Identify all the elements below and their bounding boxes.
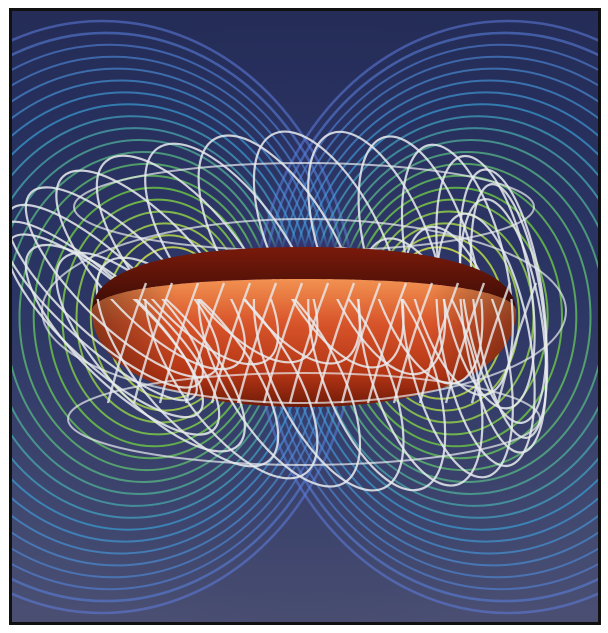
coil-winding: [55, 299, 246, 371]
torus-stripe: [392, 282, 434, 404]
coil-winding: [24, 299, 221, 436]
coil-winding: [400, 299, 514, 397]
torus-stripe: [444, 282, 486, 404]
coil-winding: [95, 299, 280, 468]
coil-winding: [252, 299, 405, 369]
torus-field-visualization: [12, 11, 598, 622]
coil-windings-front: [12, 299, 567, 492]
torus-stripe: [418, 282, 460, 404]
torus-stripe: [470, 282, 512, 404]
coil-winding: [469, 299, 549, 439]
coil-winding: [357, 237, 484, 299]
coil-winding: [12, 299, 198, 402]
torus-stripe: [340, 282, 382, 404]
coil-winding: [458, 168, 548, 299]
coil-winding: [400, 299, 514, 479]
torus-stripe: [210, 282, 252, 404]
coil-winding: [458, 299, 548, 454]
coil-winding: [24, 243, 221, 299]
coil-winding: [435, 299, 536, 410]
coil-winding: [95, 256, 280, 299]
coil-winding: [252, 299, 405, 492]
torus-stripe: [314, 282, 356, 404]
coil-winding: [144, 299, 319, 364]
coil-winding: [12, 299, 205, 419]
coil-winding: [12, 299, 205, 389]
coil-winding: [307, 299, 447, 492]
coil-winding: [55, 251, 246, 299]
torus-stripe: [184, 282, 226, 404]
coil-winding: [197, 299, 362, 365]
coil-ring: [41, 299, 567, 404]
torus-stripe: [236, 282, 278, 404]
coil-winding: [400, 225, 514, 299]
coil-winding: [55, 169, 246, 299]
coil-winding: [24, 186, 221, 299]
coil-winding: [12, 203, 205, 299]
coil-winding: [458, 299, 548, 424]
torus-stripe: [288, 282, 330, 404]
coil-ring: [67, 372, 541, 466]
coil-winding: [24, 299, 221, 379]
torus-stripe: [262, 282, 304, 404]
coil-winding: [357, 299, 484, 487]
image-frame: [9, 8, 601, 625]
coil-ring: [43, 218, 565, 299]
coil-winding: [307, 299, 447, 376]
torus-stripe: [496, 282, 538, 404]
torus-stripe: [132, 282, 174, 404]
coil-winding: [469, 183, 549, 299]
torus-stripe: [366, 282, 408, 404]
